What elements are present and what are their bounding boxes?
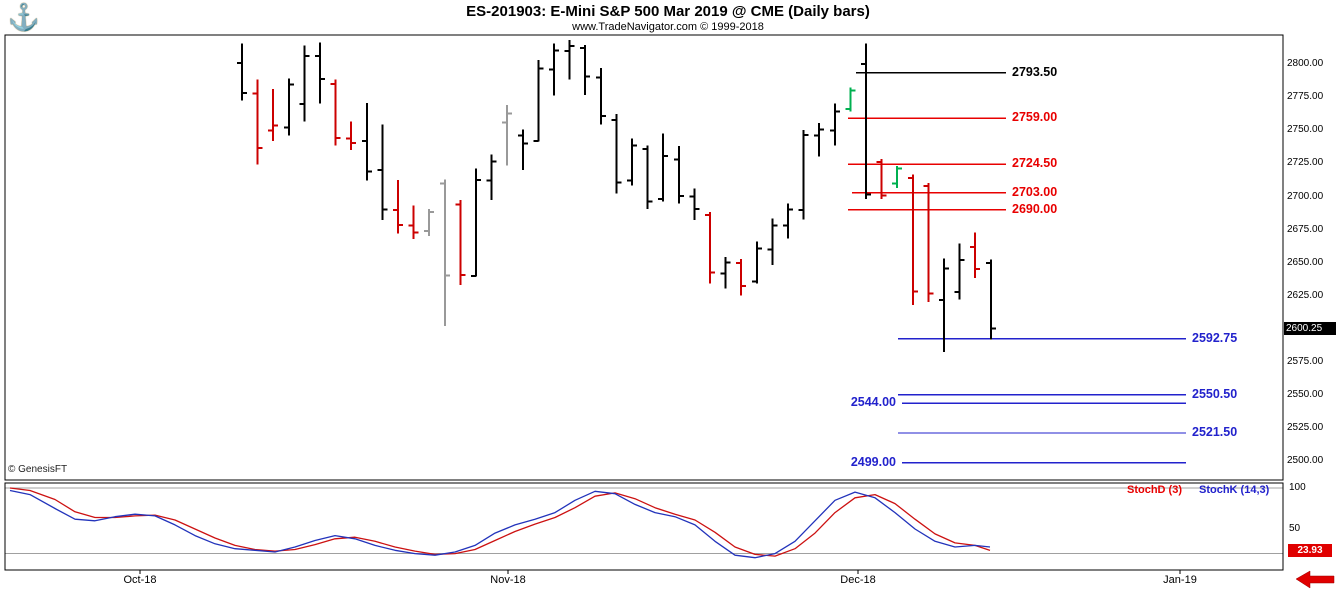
genesis-anchor-logo-icon: ⚓: [7, 2, 41, 32]
stoch-current-value-tag: 23.93: [1288, 544, 1332, 557]
stochk-curve: [9, 489, 991, 559]
chart-title: ES-201903: E-Mini S&P 500 Mar 2019 @ CME…: [466, 3, 870, 20]
stochd-curve: [9, 487, 991, 557]
support-resistance-lines: [848, 72, 1186, 464]
panel-borders: [4, 34, 1284, 571]
genesis-watermark: © GenesisFT: [8, 464, 68, 475]
stoch-reference-lines: [5, 487, 1283, 555]
last-price-tag: 2600.25: [1284, 322, 1336, 335]
ohlc-bars: [237, 39, 996, 353]
stochk-indicator-label[interactable]: StochK (14,3): [1199, 484, 1270, 496]
chart-subtitle: www.TradeNavigator.com © 1999-2018: [572, 21, 764, 33]
stochd-indicator-label[interactable]: StochD (3): [1127, 484, 1182, 496]
stochastic-curves: [9, 487, 991, 559]
date-ticks: [139, 570, 1181, 574]
red-left-arrow-icon: [1295, 570, 1335, 589]
scroll-to-end-arrow-button[interactable]: [1294, 570, 1336, 590]
